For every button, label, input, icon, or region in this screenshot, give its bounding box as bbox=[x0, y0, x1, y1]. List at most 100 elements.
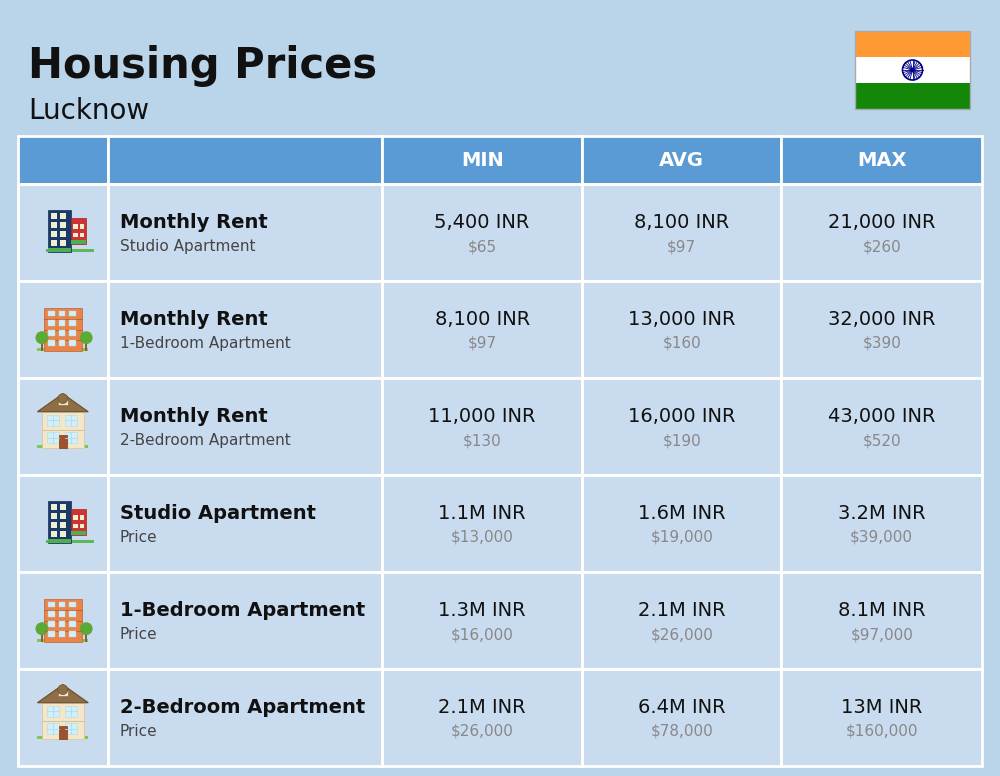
FancyBboxPatch shape bbox=[85, 634, 87, 642]
FancyBboxPatch shape bbox=[582, 572, 781, 669]
Text: Housing Prices: Housing Prices bbox=[28, 45, 377, 87]
FancyBboxPatch shape bbox=[69, 601, 76, 608]
FancyBboxPatch shape bbox=[60, 240, 66, 246]
FancyBboxPatch shape bbox=[18, 475, 108, 572]
FancyBboxPatch shape bbox=[382, 572, 582, 669]
FancyBboxPatch shape bbox=[18, 184, 108, 281]
Text: MIN: MIN bbox=[461, 151, 504, 169]
FancyBboxPatch shape bbox=[855, 31, 970, 57]
FancyBboxPatch shape bbox=[37, 639, 88, 642]
Text: 1-Bedroom Apartment: 1-Bedroom Apartment bbox=[120, 336, 290, 351]
FancyBboxPatch shape bbox=[781, 475, 982, 572]
Circle shape bbox=[58, 684, 68, 695]
Text: $78,000: $78,000 bbox=[650, 724, 713, 739]
FancyBboxPatch shape bbox=[59, 320, 65, 326]
Text: 11,000 INR: 11,000 INR bbox=[428, 407, 536, 426]
Circle shape bbox=[58, 393, 68, 404]
FancyBboxPatch shape bbox=[73, 233, 78, 237]
Text: 2-Bedroom Apartment: 2-Bedroom Apartment bbox=[120, 698, 365, 717]
FancyBboxPatch shape bbox=[382, 136, 582, 184]
FancyBboxPatch shape bbox=[41, 343, 43, 351]
Text: 13M INR: 13M INR bbox=[841, 698, 922, 717]
FancyBboxPatch shape bbox=[58, 399, 68, 405]
FancyBboxPatch shape bbox=[71, 531, 86, 535]
Text: $65: $65 bbox=[468, 239, 497, 254]
Text: Price: Price bbox=[120, 724, 157, 739]
FancyBboxPatch shape bbox=[18, 281, 108, 378]
FancyBboxPatch shape bbox=[781, 669, 982, 766]
Text: 5,400 INR: 5,400 INR bbox=[434, 213, 530, 232]
FancyBboxPatch shape bbox=[48, 340, 55, 346]
Circle shape bbox=[80, 623, 92, 635]
FancyBboxPatch shape bbox=[108, 475, 382, 572]
Text: 6.4M INR: 6.4M INR bbox=[638, 698, 726, 717]
FancyBboxPatch shape bbox=[46, 249, 94, 252]
FancyBboxPatch shape bbox=[582, 136, 781, 184]
Text: Price: Price bbox=[120, 627, 157, 642]
Text: AVG: AVG bbox=[659, 151, 704, 169]
Text: Lucknow: Lucknow bbox=[28, 97, 149, 125]
FancyBboxPatch shape bbox=[69, 622, 76, 627]
Text: $160,000: $160,000 bbox=[845, 724, 918, 739]
FancyBboxPatch shape bbox=[65, 415, 77, 426]
FancyBboxPatch shape bbox=[51, 240, 57, 246]
Text: $16,000: $16,000 bbox=[451, 627, 514, 642]
FancyBboxPatch shape bbox=[60, 222, 66, 227]
FancyBboxPatch shape bbox=[382, 669, 582, 766]
FancyBboxPatch shape bbox=[69, 631, 76, 637]
FancyBboxPatch shape bbox=[18, 136, 108, 184]
FancyBboxPatch shape bbox=[51, 213, 57, 219]
Text: Studio Apartment: Studio Apartment bbox=[120, 239, 255, 254]
FancyBboxPatch shape bbox=[781, 184, 982, 281]
FancyBboxPatch shape bbox=[48, 539, 71, 543]
FancyBboxPatch shape bbox=[59, 631, 65, 637]
FancyBboxPatch shape bbox=[59, 611, 65, 617]
FancyBboxPatch shape bbox=[48, 622, 55, 627]
FancyBboxPatch shape bbox=[781, 281, 982, 378]
Text: Monthly Rent: Monthly Rent bbox=[120, 213, 267, 232]
Text: $19,000: $19,000 bbox=[650, 530, 713, 545]
FancyBboxPatch shape bbox=[855, 83, 970, 109]
FancyBboxPatch shape bbox=[60, 531, 66, 537]
FancyBboxPatch shape bbox=[48, 601, 55, 608]
FancyBboxPatch shape bbox=[51, 513, 57, 518]
FancyBboxPatch shape bbox=[71, 218, 86, 244]
FancyBboxPatch shape bbox=[80, 233, 84, 237]
FancyBboxPatch shape bbox=[42, 703, 84, 739]
Text: 1.6M INR: 1.6M INR bbox=[638, 504, 726, 523]
FancyBboxPatch shape bbox=[60, 513, 66, 518]
FancyBboxPatch shape bbox=[47, 706, 59, 717]
FancyBboxPatch shape bbox=[781, 378, 982, 475]
Circle shape bbox=[80, 332, 92, 344]
FancyBboxPatch shape bbox=[73, 224, 78, 229]
FancyBboxPatch shape bbox=[582, 669, 781, 766]
Text: $160: $160 bbox=[662, 336, 701, 351]
FancyBboxPatch shape bbox=[37, 348, 88, 351]
FancyBboxPatch shape bbox=[80, 524, 84, 528]
FancyBboxPatch shape bbox=[48, 210, 71, 252]
Polygon shape bbox=[37, 684, 88, 703]
FancyBboxPatch shape bbox=[18, 669, 108, 766]
Text: 2.1M INR: 2.1M INR bbox=[638, 601, 726, 620]
FancyBboxPatch shape bbox=[65, 432, 77, 443]
Text: Studio Apartment: Studio Apartment bbox=[120, 504, 316, 523]
Text: 13,000 INR: 13,000 INR bbox=[628, 310, 735, 329]
FancyBboxPatch shape bbox=[48, 611, 55, 617]
FancyBboxPatch shape bbox=[51, 504, 57, 510]
FancyBboxPatch shape bbox=[108, 669, 382, 766]
FancyBboxPatch shape bbox=[69, 331, 76, 336]
Text: 8.1M INR: 8.1M INR bbox=[838, 601, 926, 620]
FancyBboxPatch shape bbox=[48, 248, 71, 252]
Text: 16,000 INR: 16,000 INR bbox=[628, 407, 735, 426]
FancyBboxPatch shape bbox=[71, 240, 86, 244]
FancyBboxPatch shape bbox=[51, 231, 57, 237]
Text: $26,000: $26,000 bbox=[451, 724, 514, 739]
Text: $39,000: $39,000 bbox=[850, 530, 913, 545]
FancyBboxPatch shape bbox=[65, 706, 77, 717]
FancyBboxPatch shape bbox=[582, 378, 781, 475]
FancyBboxPatch shape bbox=[41, 634, 43, 642]
FancyBboxPatch shape bbox=[60, 504, 66, 510]
FancyBboxPatch shape bbox=[51, 531, 57, 537]
Text: $190: $190 bbox=[662, 433, 701, 448]
FancyBboxPatch shape bbox=[60, 213, 66, 219]
